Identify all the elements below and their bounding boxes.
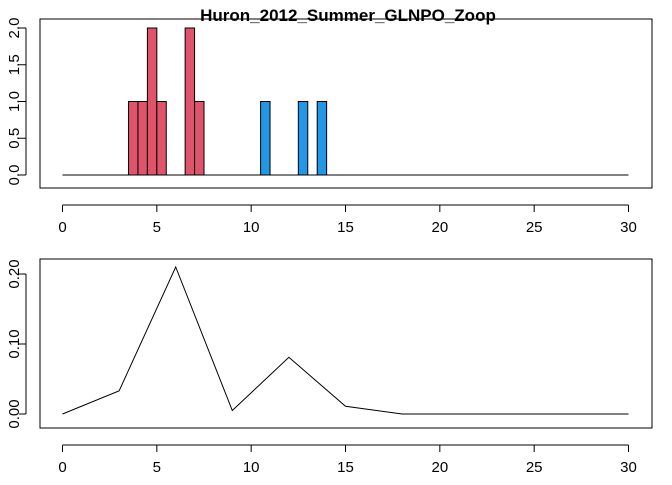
x-tick-label: 5 xyxy=(153,459,161,476)
y-tick-label: 2.0 xyxy=(6,18,23,39)
histogram-bar xyxy=(128,101,139,176)
y-tick-label: 0.10 xyxy=(6,329,23,358)
x-tick-label: 25 xyxy=(526,459,543,476)
y-tick-label: 0.20 xyxy=(6,259,23,288)
y-tick-label: 1.0 xyxy=(6,91,23,112)
histogram-bar xyxy=(194,101,205,176)
x-tick-label: 10 xyxy=(243,459,260,476)
plot-frame xyxy=(39,258,653,429)
chart-title: Huron_2012_Summer_GLNPO_Zoop xyxy=(200,6,496,25)
x-tick-label: 20 xyxy=(431,219,448,236)
y-tick-label: 1.5 xyxy=(6,54,23,75)
density-panel: 0 5 10 15 20 25 30 0.00 0.10 0.20 xyxy=(6,258,653,476)
y-tick-label: 0.0 xyxy=(6,165,23,186)
x-tick-label: 30 xyxy=(620,219,637,236)
x-tick-label: 20 xyxy=(431,459,448,476)
histogram-bar xyxy=(316,101,328,176)
histogram-bar xyxy=(184,27,196,176)
x-tick-label: 15 xyxy=(337,219,354,236)
x-tick-label: 30 xyxy=(620,459,637,476)
x-tick-label: 25 xyxy=(526,219,543,236)
x-tick-label: 0 xyxy=(58,459,66,476)
y-tick-label: 0.5 xyxy=(6,128,23,149)
x-tick-label: 10 xyxy=(243,219,260,236)
x-tick-label: 5 xyxy=(153,219,161,236)
plot-frame xyxy=(39,18,653,189)
y-tick-label: 0.00 xyxy=(6,399,23,428)
density-line xyxy=(62,265,629,415)
histogram-bar xyxy=(137,101,148,176)
histogram-bar xyxy=(297,101,309,176)
histogram-bar xyxy=(156,101,167,176)
histogram-panel: 0 5 10 15 20 25 30 0.0 0.5 1.0 1.5 2.0 xyxy=(6,18,653,236)
x-tick-label: 15 xyxy=(337,459,354,476)
histogram-bar xyxy=(260,101,271,176)
histogram-bar xyxy=(146,27,158,176)
x-tick-label: 0 xyxy=(58,219,66,236)
